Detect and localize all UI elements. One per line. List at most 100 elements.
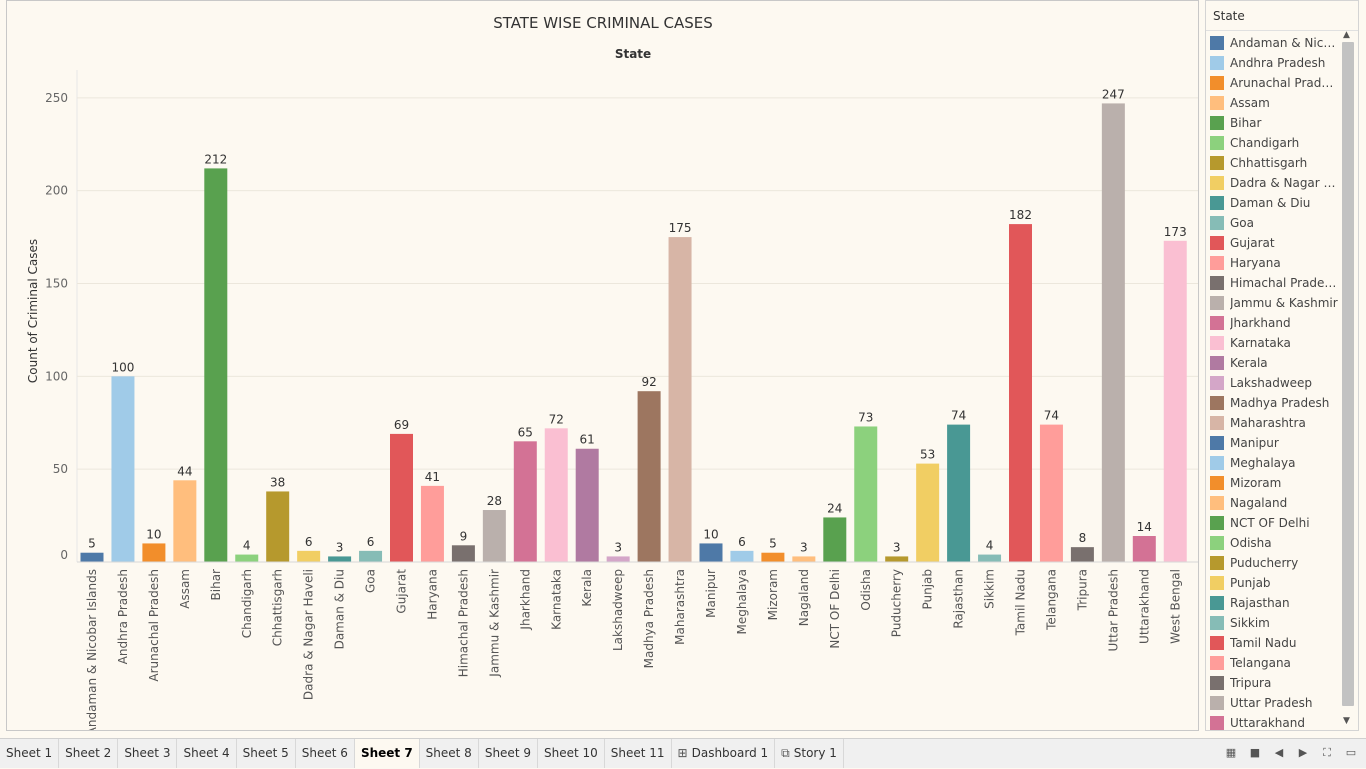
- filmstrip-icon[interactable]: ■: [1249, 746, 1261, 759]
- tab-sheet-10[interactable]: Sheet 10: [538, 739, 605, 768]
- legend-item[interactable]: Chandigarh: [1210, 133, 1340, 153]
- legend-item[interactable]: Sikkim: [1210, 613, 1340, 633]
- legend-swatch: [1210, 456, 1224, 470]
- tab-label: Sheet 4: [183, 746, 230, 760]
- bar: [916, 463, 940, 562]
- legend-item[interactable]: Chhattisgarh: [1210, 153, 1340, 173]
- fit-screen-icon[interactable]: ⛶: [1323, 746, 1331, 759]
- legend-item[interactable]: Mizoram: [1210, 473, 1340, 493]
- legend-swatch: [1210, 156, 1224, 170]
- legend-label: Jharkhand: [1230, 316, 1291, 330]
- tab-sheet-11[interactable]: Sheet 11: [605, 739, 672, 768]
- legend-item[interactable]: Assam: [1210, 93, 1340, 113]
- presentation-mode-icon[interactable]: ▭: [1345, 746, 1357, 759]
- tab-controls: ▦ ■ ◀ ▶ ⛶ ▭: [1224, 746, 1358, 760]
- legend-swatch: [1210, 616, 1224, 630]
- legend-label: NCT OF Delhi: [1230, 516, 1310, 530]
- legend-item[interactable]: Kerala: [1210, 353, 1340, 373]
- data-label: 175: [669, 221, 692, 235]
- x-tick-label: Chhattisgarh: [271, 569, 285, 646]
- legend-item[interactable]: Odisha: [1210, 533, 1340, 553]
- legend-item[interactable]: Puducherry: [1210, 553, 1340, 573]
- x-tick-label: Chandigarh: [240, 569, 254, 638]
- legend-item[interactable]: Manipur: [1210, 433, 1340, 453]
- scroll-thumb[interactable]: [1342, 42, 1354, 706]
- legend-item[interactable]: Nagaland: [1210, 493, 1340, 513]
- bar: [823, 517, 847, 562]
- legend-panel: State Andaman & Nicob.. Andhra Pradesh Aru…: [1205, 0, 1359, 731]
- legend-item[interactable]: Andhra Pradesh: [1210, 53, 1340, 73]
- tab-label: Sheet 8: [425, 746, 472, 760]
- grid-view-icon[interactable]: ▦: [1225, 746, 1237, 759]
- legend-item[interactable]: Tamil Nadu: [1210, 633, 1340, 653]
- legend-item[interactable]: Madhya Pradesh: [1210, 393, 1340, 413]
- legend-item[interactable]: Maharashtra: [1210, 413, 1340, 433]
- legend-item[interactable]: Dadra & Nagar Ha..: [1210, 173, 1340, 193]
- legend-label: Andaman & Nicob..: [1230, 36, 1338, 50]
- legend-item[interactable]: Uttarakhand: [1210, 713, 1340, 730]
- prev-sheet-icon[interactable]: ◀: [1274, 746, 1284, 759]
- legend-item[interactable]: Andaman & Nicob..: [1210, 33, 1340, 53]
- legend-item[interactable]: Daman & Diu: [1210, 193, 1340, 213]
- tab-sheet-8[interactable]: Sheet 8: [420, 739, 479, 768]
- x-tick-label: Andaman & Nicobar Islands: [85, 569, 99, 730]
- legend-swatch: [1210, 176, 1224, 190]
- legend-swatch: [1210, 436, 1224, 450]
- legend-label: Tripura: [1230, 676, 1272, 690]
- x-tick-label: Odisha: [859, 569, 873, 611]
- legend-item[interactable]: Meghalaya: [1210, 453, 1340, 473]
- tab-sheet-3[interactable]: Sheet 3: [118, 739, 178, 768]
- scroll-down-icon[interactable]: ▼: [1343, 716, 1350, 726]
- tab-sheet-1[interactable]: Sheet 1: [0, 739, 60, 768]
- legend-item[interactable]: Gujarat: [1210, 233, 1340, 253]
- data-label: 6: [305, 535, 313, 549]
- tab-sheet-9[interactable]: Sheet 9: [479, 739, 538, 768]
- tab-sheet-5[interactable]: Sheet 5: [237, 739, 296, 768]
- legend-item[interactable]: NCT OF Delhi: [1210, 513, 1340, 533]
- legend-scrollbar[interactable]: ▲ ▼: [1340, 30, 1356, 730]
- legend-item[interactable]: Jharkhand: [1210, 313, 1340, 333]
- legend-swatch: [1210, 256, 1224, 270]
- tab-sheet-6[interactable]: Sheet 6: [296, 739, 355, 768]
- legend-swatch: [1210, 216, 1224, 230]
- data-label: 6: [738, 535, 746, 549]
- legend-item[interactable]: Himachal Pradesh: [1210, 273, 1340, 293]
- bar: [885, 556, 909, 562]
- x-tick-label: Puducherry: [890, 569, 904, 637]
- tab-sheet-7[interactable]: Sheet 7: [354, 739, 420, 768]
- tab-dashboard-1[interactable]: ⊞ Dashboard 1: [672, 739, 776, 768]
- legend-item[interactable]: Uttar Pradesh: [1210, 693, 1340, 713]
- legend-item[interactable]: Lakshadweep: [1210, 373, 1340, 393]
- tab-label: Sheet 5: [242, 746, 289, 760]
- data-label: 41: [425, 470, 440, 484]
- data-label: 10: [703, 527, 718, 541]
- legend-item[interactable]: Tripura: [1210, 673, 1340, 693]
- legend-item[interactable]: Rajasthan: [1210, 593, 1340, 613]
- legend-item[interactable]: Karnataka: [1210, 333, 1340, 353]
- tab-sheet-4[interactable]: Sheet 4: [177, 739, 237, 768]
- legend-item[interactable]: Goa: [1210, 213, 1340, 233]
- next-sheet-icon[interactable]: ▶: [1298, 746, 1308, 759]
- data-label: 182: [1009, 208, 1032, 222]
- x-tick-label: Maharashtra: [673, 569, 687, 645]
- scroll-up-icon[interactable]: ▲: [1343, 30, 1350, 40]
- chart-subtitle: State: [615, 47, 651, 61]
- legend-item[interactable]: Punjab: [1210, 573, 1340, 593]
- legend-item[interactable]: Arunachal Pradesh: [1210, 73, 1340, 93]
- data-label: 5: [769, 537, 777, 551]
- tab-story-1[interactable]: ⧉ Story 1: [775, 739, 844, 768]
- bar: [451, 545, 475, 562]
- tab-sheet-2[interactable]: Sheet 2: [59, 739, 119, 768]
- x-tick-label: Arunachal Pradesh: [147, 569, 161, 682]
- legend-swatch: [1210, 536, 1224, 550]
- legend-item[interactable]: Haryana: [1210, 253, 1340, 273]
- legend-item[interactable]: Bihar: [1210, 113, 1340, 133]
- x-tick-label: NCT OF Delhi: [828, 569, 842, 649]
- data-label: 247: [1102, 87, 1125, 101]
- legend-item[interactable]: Jammu & Kashmir: [1210, 293, 1340, 313]
- bar: [1070, 547, 1094, 562]
- legend-item[interactable]: Telangana: [1210, 653, 1340, 673]
- legend-swatch: [1210, 656, 1224, 670]
- x-tick-label: Madhya Pradesh: [642, 569, 656, 668]
- bar: [1163, 240, 1187, 562]
